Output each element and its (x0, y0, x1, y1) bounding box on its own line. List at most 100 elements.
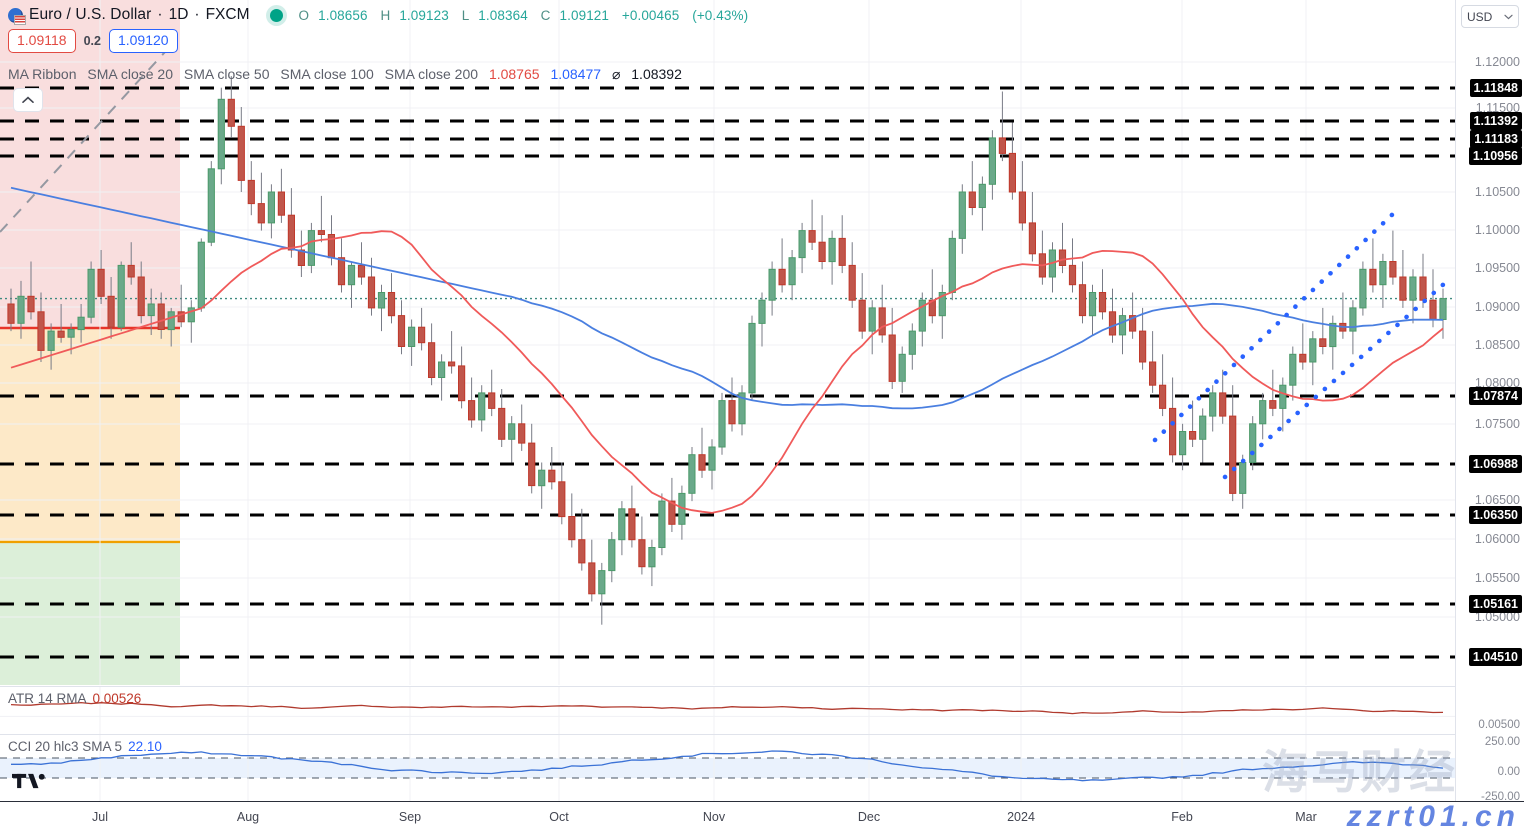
time-tick-label: Dec (857, 810, 881, 824)
price-level-label: 1.04510 (1468, 648, 1522, 666)
candle-body (147, 303, 155, 317)
candle-body (197, 241, 205, 309)
candle-body (538, 469, 546, 487)
candle-body (1159, 384, 1167, 409)
collapse-pane-button[interactable] (13, 88, 43, 112)
sma-20-line (10, 230, 1444, 514)
candle-body (1329, 322, 1337, 348)
candlestick-series (7, 76, 1447, 625)
candle-body (27, 295, 35, 313)
price-tick-label: 1.08000 (1474, 376, 1520, 390)
price-level-label: 1.06350 (1468, 506, 1522, 524)
cci-band (0, 758, 1455, 778)
candle-body (858, 299, 866, 332)
candle-body (878, 307, 886, 336)
candle-body (347, 264, 356, 286)
candle-body (217, 98, 225, 170)
candle-body (1078, 284, 1087, 317)
candle-body (1149, 361, 1157, 386)
candle-body (57, 330, 65, 338)
time-tick-label: Sep (398, 810, 422, 824)
candle-body (1289, 353, 1297, 386)
cci-tick-label: 250.00 (1484, 736, 1520, 748)
candle-body (468, 400, 476, 421)
candle-body (868, 307, 876, 332)
candle-body (1088, 292, 1097, 317)
candle-body (1349, 307, 1357, 332)
price-tick-label: 1.07500 (1474, 417, 1520, 431)
atr-indicator-pane[interactable] (0, 686, 1455, 734)
price-chart-pane[interactable] (0, 0, 1455, 685)
price-axis[interactable]: USD 1.12000 1.11848 1.11500 1.11392 1.11183 1… (1455, 0, 1524, 803)
price-tick-label: 1.11500 (1475, 101, 1520, 115)
candle-body (488, 392, 496, 409)
candle-body (958, 191, 966, 239)
currency-select[interactable]: USD (1461, 5, 1519, 28)
candle-body (317, 230, 325, 236)
price-chart-canvas (0, 0, 1455, 685)
candle-body (1279, 384, 1287, 409)
price-tick-label: 1.05500 (1474, 571, 1520, 585)
candle-body (448, 361, 456, 367)
candle-body (718, 400, 726, 448)
candle-body (277, 191, 285, 216)
candle-body (1209, 392, 1217, 417)
candle-body (37, 311, 45, 351)
cci-indicator-pane[interactable] (0, 734, 1455, 801)
candle-body (1189, 431, 1197, 440)
candle-body (17, 295, 25, 324)
time-axis[interactable]: Jul Aug Sep Oct Nov Dec 2024 Feb Mar (0, 801, 1524, 833)
price-level-label: 1.05161 (1468, 595, 1522, 613)
candle-body (628, 508, 636, 541)
candle-body (568, 516, 576, 541)
candle-body (638, 539, 646, 568)
candle-body (7, 303, 15, 324)
candle-body (1179, 431, 1187, 456)
time-tick-label: Feb (1171, 810, 1193, 824)
candle-body (998, 137, 1006, 154)
candle-body (968, 191, 976, 208)
candle-body (1118, 315, 1127, 336)
candle-body (167, 311, 175, 331)
cci-tick-label: 0.00 (1497, 766, 1520, 778)
candle-body (1199, 415, 1207, 440)
atr-line (10, 701, 1444, 715)
candle-body (1018, 191, 1026, 224)
candle-body (1269, 400, 1277, 409)
candle-body (498, 407, 506, 440)
candle-body (408, 326, 416, 348)
candle-body (938, 292, 946, 317)
candle-body (357, 264, 366, 278)
candle-body (948, 237, 956, 293)
candle-body (387, 292, 396, 317)
time-tick-label: Aug (236, 810, 260, 824)
candle-body (107, 295, 115, 328)
price-tick-label: 1.09000 (1474, 300, 1520, 314)
candle-body (1028, 222, 1037, 255)
candle-body (1359, 268, 1367, 309)
chart-zone (0, 328, 180, 542)
candle-body (1299, 353, 1307, 363)
candle-body (1319, 338, 1327, 347)
candle-body (838, 237, 846, 266)
candle-body (337, 257, 346, 286)
atr-chart-canvas (0, 687, 1455, 734)
candle-body (608, 539, 616, 572)
price-level-label: 1.11392 (1469, 112, 1522, 130)
candle-body (177, 311, 185, 323)
time-tick-label: Nov (702, 810, 726, 824)
candle-body (1239, 462, 1247, 494)
candle-body (738, 392, 746, 425)
time-tick-label: Oct (549, 810, 569, 824)
price-level-label: 1.07874 (1468, 387, 1522, 405)
tradingview-logo-icon[interactable] (12, 772, 46, 790)
price-tick-label: 1.06500 (1474, 493, 1520, 507)
candle-body (1169, 407, 1177, 456)
candle-body (418, 326, 426, 344)
candle-body (668, 500, 676, 525)
candle-body (648, 547, 656, 568)
price-tick-label: 1.12000 (1474, 55, 1520, 69)
candle-body (658, 500, 666, 549)
atr-tick-label: 0.00500 (1478, 719, 1520, 731)
candle-body (808, 230, 816, 243)
